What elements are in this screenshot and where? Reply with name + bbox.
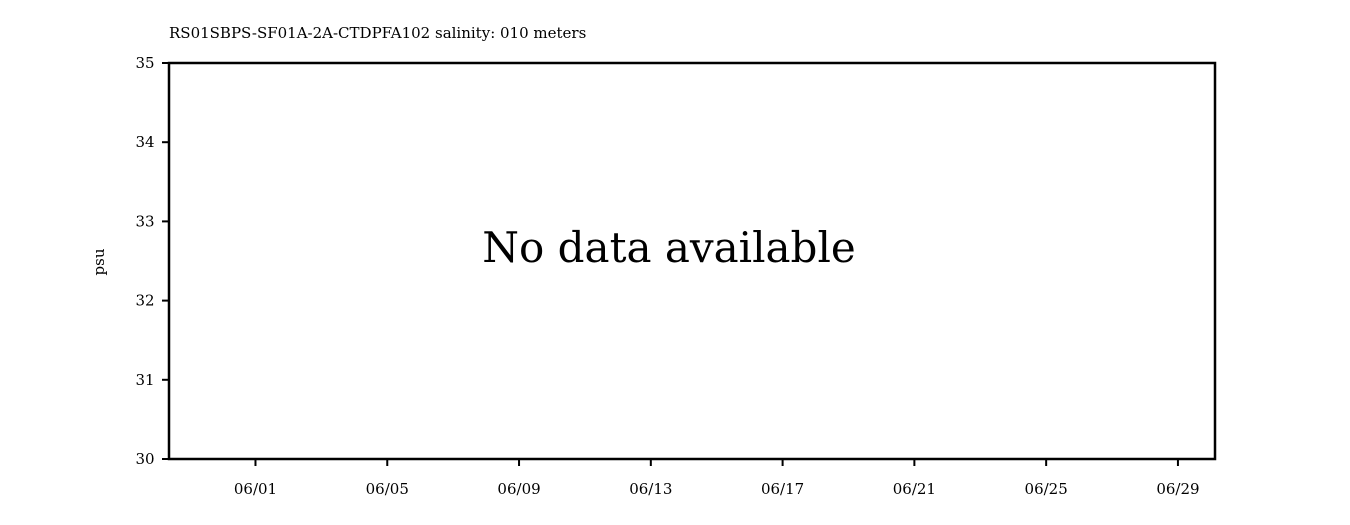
y-tick-label: 34 [135, 133, 154, 151]
x-tick-label: 06/13 [629, 480, 672, 498]
x-tick-label: 06/21 [893, 480, 936, 498]
y-tick-label: 31 [135, 371, 154, 389]
x-tick-label: 06/25 [1025, 480, 1068, 498]
chart-title: RS01SBPS-SF01A-2A-CTDPFA102 salinity: 01… [169, 24, 586, 42]
x-tick-label: 06/05 [366, 480, 409, 498]
no-data-annotation: No data available [482, 223, 855, 272]
x-tick-label: 06/09 [497, 480, 540, 498]
y-tick-label: 32 [135, 292, 154, 310]
x-axis: 06/01 06/05 06/09 06/13 06/17 06/21 06/25 06/29 [234, 459, 1200, 498]
y-tick-label: 33 [135, 212, 154, 230]
x-tick-label: 06/01 [234, 480, 277, 498]
y-axis: 30 31 32 33 34 35 [135, 54, 169, 468]
plot-area-frame [167, 61, 1217, 461]
x-tick-label: 06/29 [1156, 480, 1199, 498]
x-tick-label: 06/17 [761, 480, 804, 498]
y-axis-label: psu [90, 248, 108, 275]
y-tick-label: 35 [135, 54, 154, 72]
y-tick-label: 30 [135, 450, 154, 468]
